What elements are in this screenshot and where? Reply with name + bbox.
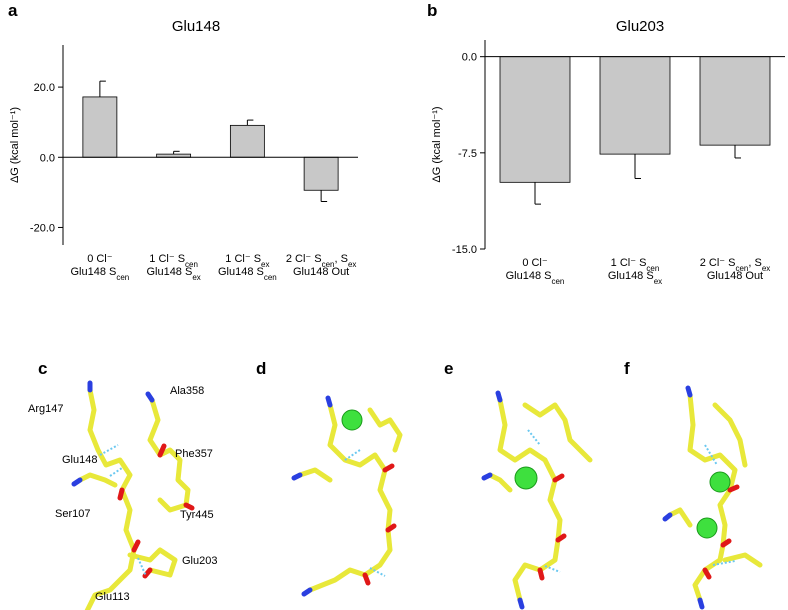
- bar: [699, 56, 771, 146]
- y-axis-label: ΔG (kcal mol⁻¹): [9, 107, 21, 183]
- y-axis-label: ΔG (kcal mol⁻¹): [431, 106, 443, 182]
- chloride-ion: [341, 409, 363, 431]
- chloride-ion: [709, 471, 731, 493]
- bar: [303, 156, 339, 191]
- subscript: cen: [264, 273, 277, 282]
- subscript: ex: [192, 273, 200, 282]
- x-tick-label: 0 Cl⁻: [522, 257, 548, 269]
- structure-d: [291, 395, 403, 597]
- x-tick-label: Glu148 Out: [707, 270, 763, 282]
- subscript: ex: [762, 264, 770, 273]
- structures: [71, 380, 763, 610]
- chart-title: Glu203: [616, 18, 664, 35]
- subscript: cen: [185, 260, 198, 269]
- chloride-ion: [696, 517, 718, 539]
- residue-label: Arg147: [28, 403, 63, 415]
- x-tick-label: 1 Cl⁻ Sex: [225, 253, 269, 269]
- subscript: ex: [348, 260, 356, 269]
- y-tick-label: -20.0: [30, 222, 55, 234]
- residue-label: Glu203: [182, 555, 217, 567]
- subscript: cen: [646, 264, 659, 273]
- panel-letter: b: [427, 1, 437, 20]
- subscript: cen: [322, 260, 335, 269]
- y-tick-label: 20.0: [34, 82, 55, 94]
- label-part: 0 Cl⁻: [87, 253, 113, 265]
- x-tick-label: Glu148 Scen: [70, 266, 129, 282]
- x-tick-label: 2 Cl⁻ Scen, Sex: [286, 253, 357, 269]
- x-tick-label: 1 Cl⁻ Scen: [149, 253, 198, 269]
- label-part: 0 Cl⁻: [522, 257, 548, 269]
- bar: [82, 96, 118, 158]
- label-part: Glu148 S: [218, 266, 264, 278]
- y-tick-label: -7.5: [458, 148, 477, 160]
- label-part: , S: [748, 257, 761, 269]
- x-tick-label: Glu148 Scen: [218, 266, 277, 282]
- x-tick-label: Glu148 Out: [293, 266, 349, 278]
- panel-letter: c: [38, 359, 47, 378]
- bar: [599, 56, 671, 155]
- label-part: Glu148 S: [146, 266, 192, 278]
- label-part: 2 Cl⁻ S: [700, 257, 736, 269]
- structure-c: [71, 380, 195, 610]
- panel-letter: d: [256, 359, 266, 378]
- label-part: Glu148 Out: [293, 266, 349, 278]
- chart-title: Glu148: [172, 18, 220, 35]
- chloride-ion: [514, 466, 538, 490]
- subscript: cen: [735, 264, 748, 273]
- label-part: Glu148 S: [506, 270, 552, 282]
- label-part: Glu148 S: [608, 270, 654, 282]
- x-tick-label: Glu148 Scen: [506, 270, 565, 286]
- panel-letter: e: [444, 359, 453, 378]
- panel-letter: f: [624, 359, 630, 378]
- structure-f: [662, 385, 763, 610]
- structure-e: [481, 390, 593, 610]
- residue-label: Glu148: [62, 454, 97, 466]
- label-part: , S: [335, 253, 348, 265]
- subscript: ex: [261, 260, 269, 269]
- residue-label: Tyr445: [180, 509, 214, 521]
- residue-label: Phe357: [175, 448, 213, 460]
- panel-letter: a: [8, 1, 18, 20]
- x-tick-label: Glu148 Sex: [146, 266, 200, 282]
- label-part: Glu148 S: [70, 266, 116, 278]
- bar: [499, 56, 571, 183]
- y-tick-label: -15.0: [452, 244, 477, 256]
- residue-label: Ser107: [55, 508, 90, 520]
- label-part: 2 Cl⁻ S: [286, 253, 322, 265]
- subscript: ex: [654, 277, 662, 286]
- residue-label: Ala358: [170, 385, 204, 397]
- x-tick-label: Glu148 Sex: [608, 270, 662, 286]
- residue-label: Glu113: [95, 591, 130, 603]
- label-part: Glu148 Out: [707, 270, 763, 282]
- subscript: cen: [551, 277, 564, 286]
- x-tick-label: 0 Cl⁻: [87, 253, 113, 265]
- label-part: 1 Cl⁻ S: [149, 253, 185, 265]
- bar: [229, 124, 265, 158]
- y-tick-label: 0.0: [40, 152, 55, 164]
- x-tick-label: 1 Cl⁻ Scen: [611, 257, 660, 273]
- y-tick-label: 0.0: [462, 52, 477, 64]
- x-tick-label: 2 Cl⁻ Scen, Sex: [700, 257, 771, 273]
- label-part: 1 Cl⁻ S: [225, 253, 261, 265]
- label-part: 1 Cl⁻ S: [611, 257, 647, 269]
- subscript: cen: [116, 273, 129, 282]
